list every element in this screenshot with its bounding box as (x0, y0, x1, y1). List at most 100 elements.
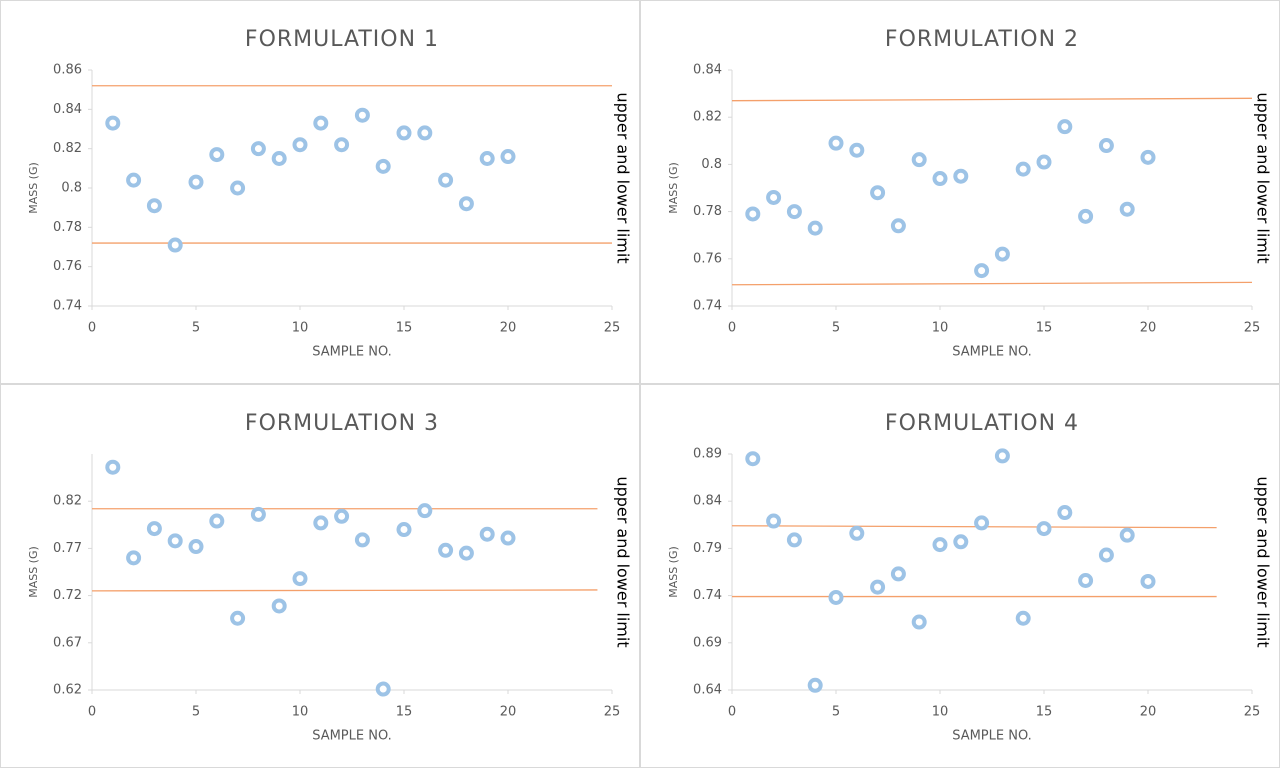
y-axis-label: MASS (G) (667, 546, 680, 598)
data-point (396, 522, 412, 538)
y-tick-label: 0.79 (693, 541, 722, 556)
x-tick-label: 5 (832, 321, 840, 336)
x-tick-label: 20 (500, 705, 517, 720)
data-point (807, 677, 823, 693)
x-tick-label: 25 (604, 321, 621, 336)
data-point (167, 237, 183, 253)
data-point (188, 539, 204, 555)
data-point (126, 172, 142, 188)
x-axis-label: SAMPLE NO. (952, 729, 1032, 744)
data-point (146, 521, 162, 537)
data-point (209, 513, 225, 529)
data-point (828, 589, 844, 605)
x-tick-label: 25 (604, 705, 621, 720)
y-tick-label: 0.82 (693, 110, 722, 125)
data-point (334, 508, 350, 524)
data-point (745, 451, 761, 467)
x-tick-label: 25 (1244, 321, 1261, 336)
data-point (479, 151, 495, 166)
y-tick-label: 0.8 (701, 157, 722, 172)
data-point (167, 533, 183, 549)
y-tick-label: 0.82 (53, 141, 82, 156)
y-tick-label: 0.86 (53, 63, 82, 78)
data-point (334, 137, 350, 153)
data-point (766, 189, 782, 205)
y-tick-label: 0.89 (693, 447, 722, 462)
limit-line (91, 589, 598, 592)
chart-panel: FORMULATION 1 MASS (G) SAMPLE NO. 0.74 0.76 0… (0, 0, 640, 384)
y-tick-label: 0.84 (693, 494, 722, 509)
data-point (188, 174, 204, 190)
data-point (292, 137, 308, 153)
data-point (146, 198, 162, 214)
limit-line (731, 97, 1253, 102)
data-point (766, 513, 782, 529)
limit-legend: upper and lower limit (614, 92, 633, 263)
data-point (953, 168, 969, 184)
limit-legend: upper and lower limit (614, 476, 633, 647)
y-tick-label: 0.74 (53, 299, 82, 314)
y-tick-label: 0.78 (693, 204, 722, 219)
data-point (890, 566, 906, 582)
x-tick-label: 20 (500, 321, 517, 336)
data-point (209, 147, 225, 163)
panel-border (0, 0, 640, 384)
x-tick-label: 10 (292, 321, 309, 336)
x-tick-label: 10 (292, 705, 309, 720)
y-axis-label: MASS (G) (27, 162, 40, 214)
y-tick-label: 0.72 (53, 588, 82, 603)
data-point (849, 525, 865, 541)
data-point (105, 459, 121, 475)
limit-line (731, 281, 1253, 286)
data-point (1057, 119, 1073, 135)
panel-border (640, 384, 1280, 768)
data-point (354, 532, 370, 548)
data-point (1036, 154, 1052, 170)
panel-border (640, 0, 1280, 384)
y-tick-label: 0.74 (693, 299, 722, 314)
data-point (745, 206, 761, 222)
x-tick-label: 20 (1140, 321, 1157, 336)
data-point (126, 550, 142, 566)
data-point (807, 220, 823, 236)
x-tick-label: 15 (396, 321, 413, 336)
data-point (313, 515, 329, 531)
y-axis-label: MASS (G) (667, 162, 680, 214)
data-point (786, 532, 802, 548)
x-axis-label: SAMPLE NO. (312, 345, 392, 360)
data-point (292, 571, 308, 587)
y-tick-label: 0.74 (693, 588, 722, 603)
x-tick-label: 25 (1244, 705, 1261, 720)
y-tick-label: 0.8 (61, 181, 82, 196)
data-point (375, 681, 391, 697)
data-point (953, 534, 969, 550)
data-point (890, 218, 906, 234)
data-point (500, 149, 516, 165)
data-point (1078, 572, 1094, 588)
chart-title: FORMULATION 1 (245, 27, 439, 52)
x-tick-label: 5 (192, 321, 200, 336)
chart-title: FORMULATION 4 (885, 411, 1079, 436)
data-point (1140, 573, 1156, 589)
data-point (458, 545, 474, 561)
data-point (479, 526, 495, 542)
y-tick-label: 0.76 (693, 251, 722, 266)
x-tick-label: 15 (1036, 321, 1053, 336)
data-point (828, 135, 844, 151)
x-tick-label: 0 (88, 321, 96, 336)
data-point (105, 115, 121, 131)
limit-legend: upper and lower limit (1254, 92, 1273, 263)
data-point (1036, 521, 1052, 537)
data-point (500, 530, 516, 546)
data-point (1098, 138, 1114, 154)
x-tick-label: 5 (192, 705, 200, 720)
data-point (974, 263, 990, 279)
y-tick-label: 0.76 (53, 259, 82, 274)
y-tick-label: 0.77 (53, 541, 82, 556)
y-tick-label: 0.84 (53, 102, 82, 117)
x-tick-label: 0 (728, 321, 736, 336)
x-tick-label: 15 (1036, 705, 1053, 720)
x-tick-label: 10 (932, 705, 949, 720)
data-point (354, 107, 370, 123)
y-tick-label: 0.62 (53, 683, 82, 698)
